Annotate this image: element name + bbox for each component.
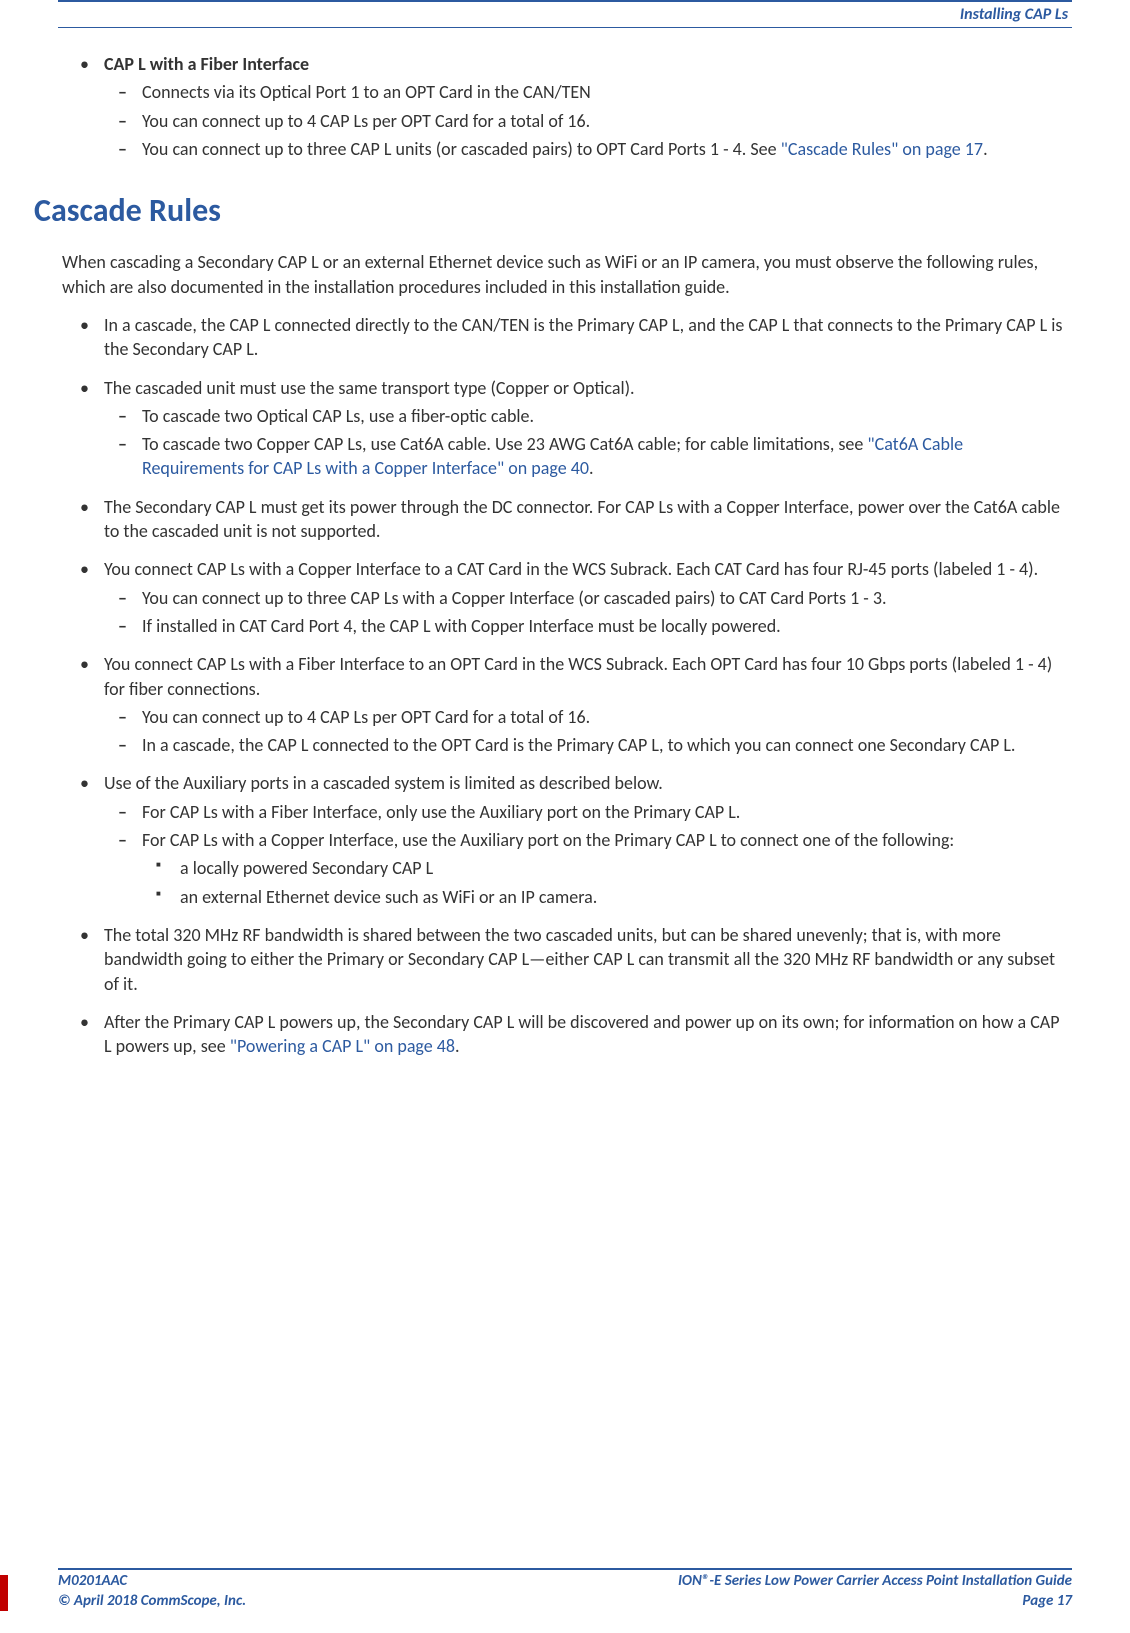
footer-left: M0201AAC © April 2018 CommScope, Inc. xyxy=(58,1572,246,1611)
cross-reference-link[interactable]: "Cascade Rules" on page 17 xyxy=(781,138,983,160)
cascade-dash-item: For CAP Ls with a Copper Interface, use … xyxy=(104,828,1068,909)
text-span: If installed in CAT Card Port 4, the CAP… xyxy=(142,615,781,637)
cascade-dash-list: For CAP Ls with a Fiber Interface, only … xyxy=(104,800,1068,909)
header-title: Installing CAP Ls xyxy=(960,4,1072,26)
square-sub-list: a locally powered Secondary CAP L an exte… xyxy=(142,856,1068,909)
text-span: . xyxy=(455,1035,460,1057)
page-header: Installing CAP Ls xyxy=(58,0,1072,28)
top-dash-item: You can connect up to three CAP L units … xyxy=(104,137,1068,161)
text-span: For CAP Ls with a Fiber Interface, only … xyxy=(142,801,740,823)
square-sub-item: an external Ethernet device such as WiFi… xyxy=(142,885,1068,909)
text-span: . xyxy=(983,138,988,160)
footer-copyright: © April 2018 CommScope, Inc. xyxy=(58,1592,246,1612)
text-span: In a cascade, the CAP L connected direct… xyxy=(104,314,1062,360)
text-span: To cascade two Optical CAP Ls, use a fib… xyxy=(142,405,534,427)
text-span: The cascaded unit must use the same tran… xyxy=(104,377,635,399)
cascade-bullet-item: The total 320 MHz RF bandwidth is shared… xyxy=(62,923,1068,996)
cascade-dash-list: You can connect up to 4 CAP Ls per OPT C… xyxy=(104,705,1068,758)
text-span: You can connect up to three CAP Ls with … xyxy=(142,587,887,609)
top-bullet-list: CAP L with a Fiber Interface Connects vi… xyxy=(62,52,1068,161)
cascade-dash-item: For CAP Ls with a Fiber Interface, only … xyxy=(104,800,1068,824)
cascade-dash-item: In a cascade, the CAP L connected to the… xyxy=(104,733,1068,757)
footer-page-number: Page 17 xyxy=(678,1592,1072,1612)
top-dash-item: Connects via its Optical Port 1 to an OP… xyxy=(104,80,1068,104)
cascade-dash-item: To cascade two Copper CAP Ls, use Cat6A … xyxy=(104,432,1068,481)
footer-right: ION®-E Series Low Power Carrier Access P… xyxy=(678,1572,1072,1611)
square-sub-item: a locally powered Secondary CAP L xyxy=(142,856,1068,880)
text-span: You connect CAP Ls with a Copper Interfa… xyxy=(104,558,1038,580)
cascade-dash-item: If installed in CAT Card Port 4, the CAP… xyxy=(104,614,1068,638)
cascade-dash-item: You can connect up to three CAP Ls with … xyxy=(104,586,1068,610)
cascade-bullet-item: The cascaded unit must use the same tran… xyxy=(62,376,1068,481)
cascade-dash-item: To cascade two Optical CAP Ls, use a fib… xyxy=(104,404,1068,428)
page-content: CAP L with a Fiber Interface Connects vi… xyxy=(58,52,1072,1058)
text-span: Use of the Auxiliary ports in a cascaded… xyxy=(104,772,663,794)
fiber-interface-title: CAP L with a Fiber Interface xyxy=(104,53,309,75)
text-span: To cascade two Copper CAP Ls, use Cat6A … xyxy=(142,433,867,455)
cascade-dash-item: You can connect up to 4 CAP Ls per OPT C… xyxy=(104,705,1068,729)
text-span: The total 320 MHz RF bandwidth is shared… xyxy=(104,924,1055,995)
cross-reference-link[interactable]: "Powering a CAP L" on page 48 xyxy=(230,1035,455,1057)
top-bullet-item: CAP L with a Fiber Interface Connects vi… xyxy=(62,52,1068,161)
cascade-bullet-item: Use of the Auxiliary ports in a cascaded… xyxy=(62,771,1068,908)
text-span: For CAP Ls with a Copper Interface, use … xyxy=(142,829,954,851)
text-span: In a cascade, the CAP L connected to the… xyxy=(142,734,1015,756)
cascade-dash-list: To cascade two Optical CAP Ls, use a fib… xyxy=(104,404,1068,481)
cascade-rules-intro: When cascading a Secondary CAP L or an e… xyxy=(62,250,1068,299)
section-heading-cascade-rules: Cascade Rules xyxy=(34,189,1068,232)
footer-guide-title: ION®-E Series Low Power Carrier Access P… xyxy=(678,1572,1072,1592)
text-span: Connects via its Optical Port 1 to an OP… xyxy=(142,81,591,103)
cascade-rules-bullet-list: In a cascade, the CAP L connected direct… xyxy=(62,313,1068,1058)
cascade-bullet-item: You connect CAP Ls with a Copper Interfa… xyxy=(62,557,1068,638)
top-dash-item: You can connect up to 4 CAP Ls per OPT C… xyxy=(104,109,1068,133)
cascade-bullet-item: The Secondary CAP L must get its power t… xyxy=(62,495,1068,544)
page-footer: M0201AAC © April 2018 CommScope, Inc. IO… xyxy=(58,1568,1072,1611)
text-span: You can connect up to 4 CAP Ls per OPT C… xyxy=(142,110,590,132)
text-span: The Secondary CAP L must get its power t… xyxy=(104,496,1060,542)
text-span: You connect CAP Ls with a Fiber Interfac… xyxy=(104,653,1052,699)
footer-doc-id: M0201AAC xyxy=(58,1572,246,1592)
text-span: You can connect up to three CAP L units … xyxy=(142,138,781,160)
text-span: You can connect up to 4 CAP Ls per OPT C… xyxy=(142,706,590,728)
cascade-bullet-item: After the Primary CAP L powers up, the S… xyxy=(62,1010,1068,1059)
red-margin-tab xyxy=(0,1575,8,1611)
cascade-dash-list: You can connect up to three CAP Ls with … xyxy=(104,586,1068,639)
cascade-bullet-item: You connect CAP Ls with a Fiber Interfac… xyxy=(62,652,1068,757)
cascade-bullet-item: In a cascade, the CAP L connected direct… xyxy=(62,313,1068,362)
top-dash-list: Connects via its Optical Port 1 to an OP… xyxy=(104,80,1068,161)
text-span: . xyxy=(589,457,594,479)
